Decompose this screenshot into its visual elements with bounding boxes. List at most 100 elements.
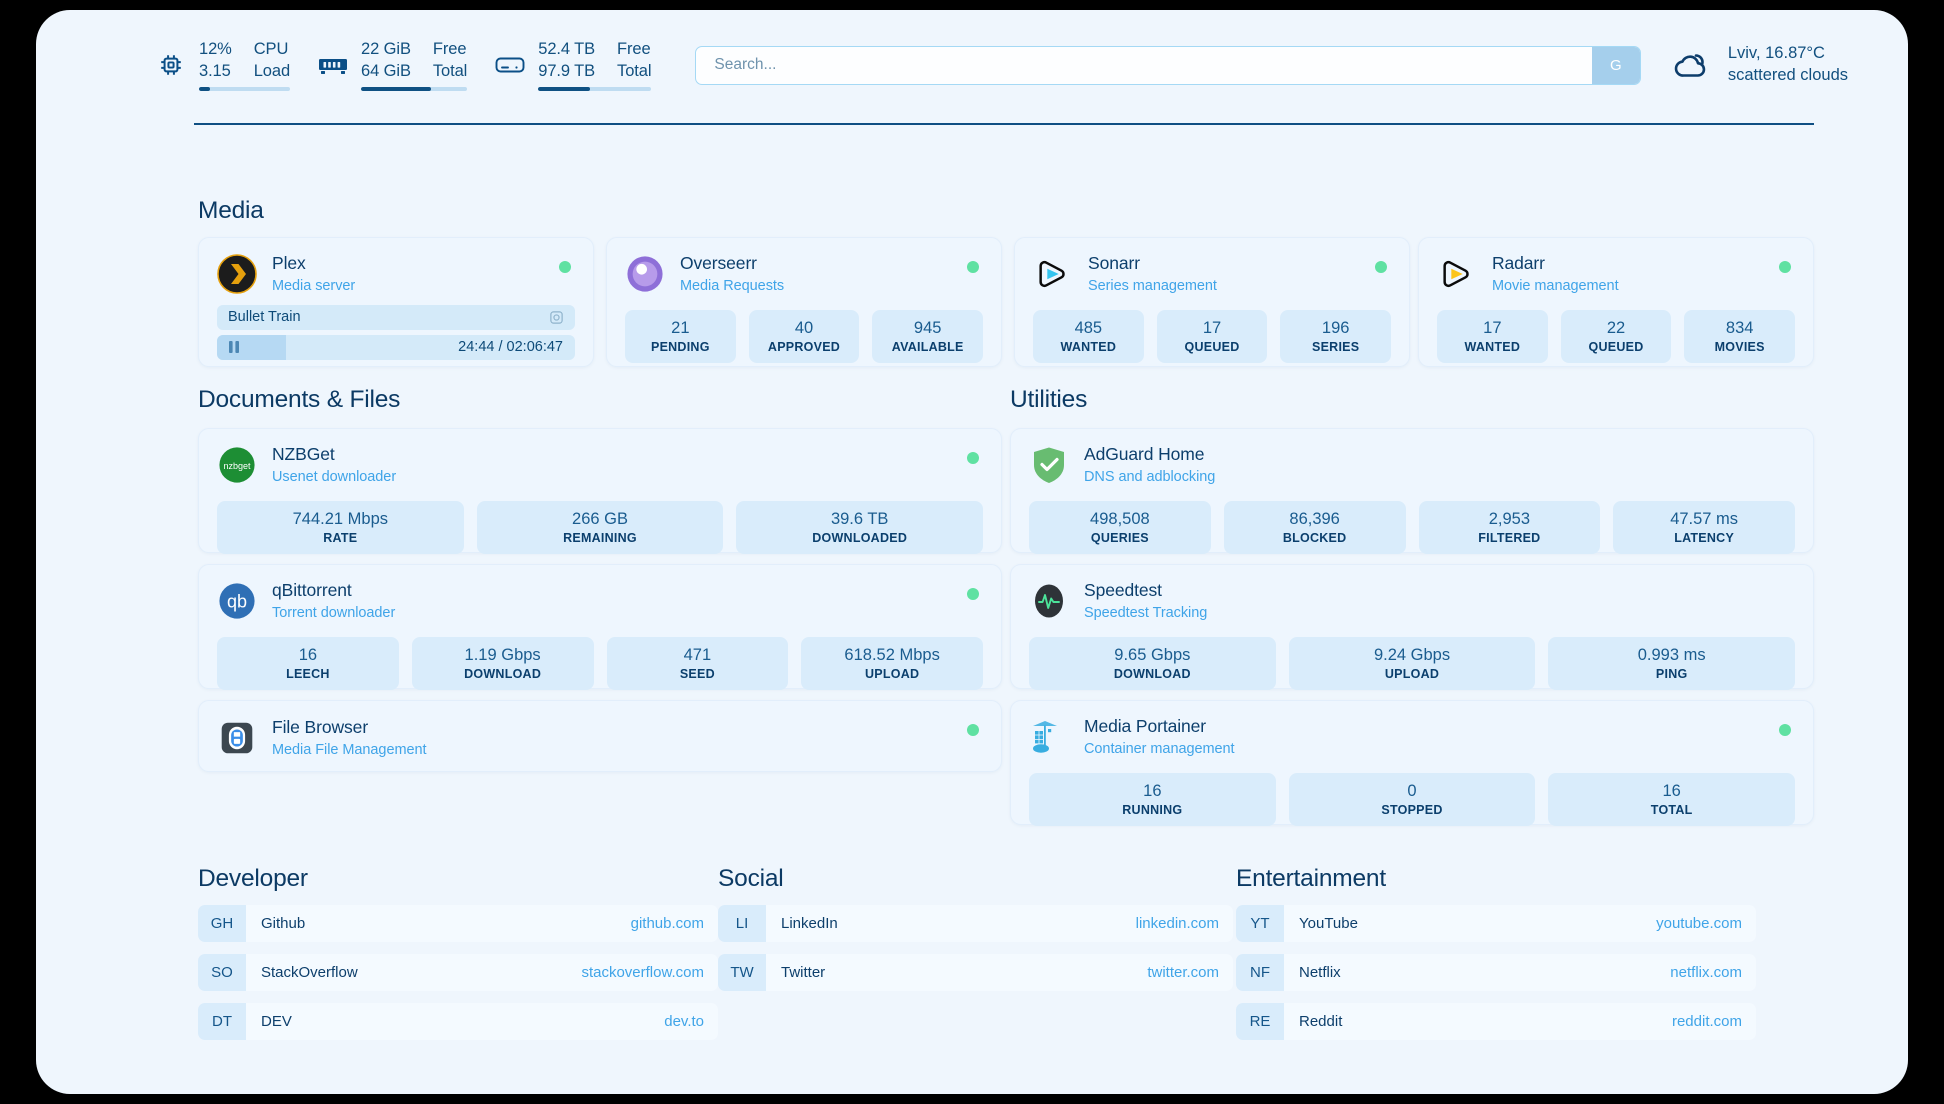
header-divider [194, 123, 1814, 125]
memory-col-0: 22 GiB 64 GiB [361, 39, 411, 81]
service-card-qbittorrent[interactable]: qb qBittorrent Torrent downloader 16 LEE… [198, 564, 1002, 691]
search-submit-button[interactable]: G [1591, 46, 1640, 84]
bookmark-name: LinkedIn [781, 915, 838, 932]
bookmark-abbr: LI [718, 905, 766, 942]
nzbget-card-header: nzbget NZBGet Usenet downloader [199, 429, 1001, 487]
nzbget-name: NZBGet [272, 444, 335, 464]
stat-box: 17 QUEUED [1156, 309, 1268, 364]
cpu-label-1: CPU [253, 40, 289, 59]
nzbget-stats: 744.21 Mbps RATE 266 GB REMAINING 39.6 T… [199, 487, 1001, 571]
file-browser-card-header: File Browser Media File Management [199, 701, 1001, 760]
qbittorrent-icon: qb [217, 581, 257, 621]
cpu-col-0: 12% 3.15 [199, 39, 232, 81]
file-browser-status-dot [967, 724, 979, 737]
service-card-radarr[interactable]: Radarr Movie management 17 WANTED 22 QUE… [1418, 237, 1814, 367]
portainer-name: Media Portainer [1084, 716, 1207, 736]
adguard-shield-icon [1029, 445, 1069, 485]
weather-text: Lviv, 16.87°C scattered clouds [1728, 43, 1848, 87]
stat-value: 40 [794, 318, 814, 337]
weather-widget: Lviv, 16.87°C scattered clouds [1671, 43, 1848, 87]
stat-box: 39.6 TB DOWNLOADED [736, 500, 984, 555]
storage-total: 97.9 TB [538, 61, 596, 80]
bookmark-name: Netflix [1299, 964, 1341, 981]
bookmark-item[interactable]: SO StackOverflow stackoverflow.com [198, 954, 718, 991]
stat-label: QUERIES [1090, 531, 1149, 546]
stat-value: 17 [1483, 318, 1502, 337]
service-card-nzbget[interactable]: nzbget NZBGet Usenet downloader 744.21 M… [198, 428, 1002, 555]
bookmark-url: youtube.com [1656, 915, 1742, 932]
now-playing-progress-bar[interactable]: 24:44 / 02:06:47 [217, 334, 575, 360]
bookmark-item[interactable]: GH Github github.com [198, 905, 718, 942]
plex-status-dot [559, 260, 571, 273]
stat-box: 86,396 BLOCKED [1223, 500, 1406, 555]
nzbget-icon: nzbget [217, 445, 257, 485]
service-card-overseerr[interactable]: Overseerr Media Requests 21 PENDING 40 A… [606, 237, 1002, 367]
overseerr-name: Overseerr [680, 253, 757, 273]
service-card-adguard[interactable]: AdGuard Home DNS and adblocking 498,508 … [1010, 428, 1814, 555]
stat-label: QUEUED [1588, 340, 1644, 355]
now-playing-title-row: Bullet Train [217, 304, 575, 330]
bookmark-url: netflix.com [1670, 964, 1742, 981]
portainer-status-dot [1779, 723, 1791, 736]
stat-box: 471 SEED [606, 636, 789, 691]
storage-usage-bar [538, 87, 652, 91]
portainer-card-header: Media Portainer Container management [1011, 701, 1813, 759]
bookmark-item[interactable]: TW Twitter twitter.com [718, 954, 1233, 991]
search-bar[interactable]: G [695, 45, 1641, 85]
now-playing-progress-fill [217, 334, 287, 360]
now-playing-title: Bullet Train [228, 309, 301, 326]
stat-value: 471 [683, 645, 712, 664]
sonarr-subtitle: Series management [1088, 277, 1217, 294]
pause-icon[interactable] [228, 340, 240, 354]
service-card-media-portainer[interactable]: Media Portainer Container management 16 … [1010, 700, 1814, 827]
bookmark-list-social: LI LinkedIn linkedin.com TW Twitter twit… [718, 905, 1233, 991]
overseerr-status-dot [967, 260, 979, 273]
bookmark-item[interactable]: DT DEV dev.to [198, 1003, 718, 1040]
speedtest-pulse-icon [1029, 581, 1069, 621]
stat-value: 618.52 Mbps [844, 645, 940, 664]
stat-label: RATE [323, 531, 358, 546]
service-card-sonarr[interactable]: Sonarr Series management 485 WANTED 17 Q… [1014, 237, 1410, 367]
settings-gear-icon[interactable] [549, 310, 564, 325]
speedtest-card-header: Speedtest Speedtest Tracking [1011, 565, 1813, 623]
bookmark-item[interactable]: LI LinkedIn linkedin.com [718, 905, 1233, 942]
service-card-speedtest[interactable]: Speedtest Speedtest Tracking 9.65 Gbps D… [1010, 564, 1814, 691]
stat-value: 196 [1321, 318, 1350, 337]
bookmark-item[interactable]: NF Netflix netflix.com [1236, 954, 1756, 991]
weather-location-temp: Lviv, 16.87°C [1727, 44, 1825, 63]
stat-box: 16 TOTAL [1548, 772, 1796, 827]
header-bar: 12% 3.15 CPU Load [36, 10, 1908, 120]
bookmark-url: stackoverflow.com [581, 964, 704, 981]
sonarr-name: Sonarr [1088, 253, 1140, 273]
stat-box: 16 LEECH [217, 636, 399, 691]
stat-label: DOWNLOADED [812, 531, 908, 546]
stat-label: PING [1655, 667, 1688, 682]
portainer-docker-icon [1029, 717, 1069, 757]
service-card-plex[interactable]: Plex Media server Bullet Train [198, 237, 594, 367]
adguard-subtitle: DNS and adblocking [1084, 468, 1216, 485]
stat-value: 2,953 [1488, 509, 1531, 528]
cpu-col-1: CPU Load [254, 39, 290, 81]
memory-label-2: Total [432, 61, 468, 80]
stat-box: 47.57 ms LATENCY [1613, 500, 1795, 555]
plex-icon [217, 253, 257, 294]
radarr-stats: 17 WANTED 22 QUEUED 834 MOVIES [1419, 296, 1813, 380]
bookmark-item[interactable]: RE Reddit reddit.com [1236, 1003, 1756, 1040]
bookmark-list-developer: GH Github github.com SO StackOverflow st… [198, 905, 718, 1040]
stat-value: 0.993 ms [1637, 645, 1706, 664]
bookmark-item[interactable]: YT YouTube youtube.com [1236, 905, 1756, 942]
stat-label: SEED [679, 667, 715, 682]
storage-label-1: Free [617, 40, 651, 59]
svg-text:qb: qb [227, 591, 247, 611]
speedtest-subtitle: Speedtest Tracking [1084, 604, 1208, 621]
radarr-icon [1437, 254, 1477, 294]
radarr-meta: Radarr Movie management [1492, 252, 1619, 296]
section-title-media: Media [198, 197, 264, 224]
stat-box: 9.65 Gbps DOWNLOAD [1029, 636, 1276, 691]
stat-label: APPROVED [767, 340, 841, 355]
memory-total: 64 GiB [361, 61, 411, 80]
search-input[interactable] [696, 46, 1592, 84]
stat-value: 498,508 [1090, 509, 1150, 528]
service-card-file-browser[interactable]: File Browser Media File Management [198, 700, 1002, 772]
stat-label: DOWNLOAD [1113, 667, 1191, 682]
